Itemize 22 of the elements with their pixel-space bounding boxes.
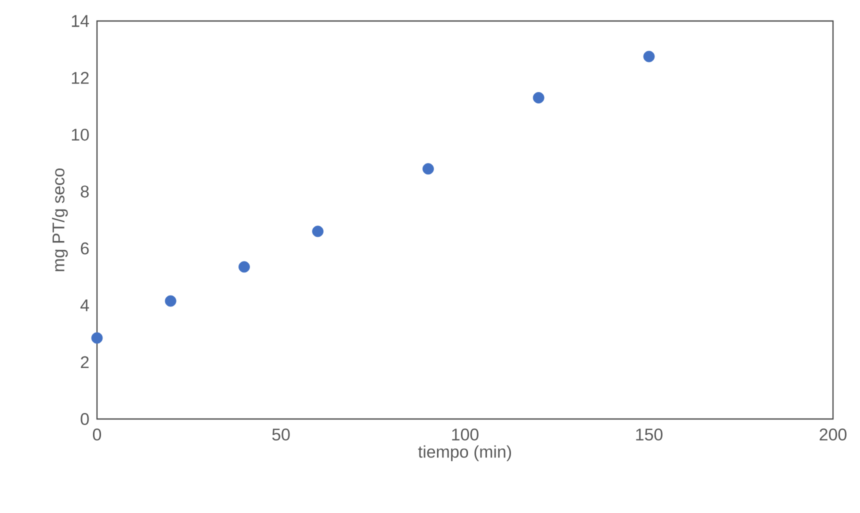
x-tick-label: 100 <box>452 428 478 441</box>
point <box>91 332 103 344</box>
x-tick-label: 0 <box>92 428 102 441</box>
y-tick-label: 4 <box>80 299 89 312</box>
y-axis-title: mg PT/g seco <box>52 168 68 272</box>
x-tick-label: 200 <box>820 428 846 441</box>
y-tick-label: 10 <box>72 128 89 141</box>
x-tick-label: 50 <box>272 428 290 441</box>
point <box>643 50 655 62</box>
point <box>164 295 176 307</box>
y-tick-label: 14 <box>72 15 89 27</box>
x-tick-label: 150 <box>636 428 662 441</box>
y-tick-label: 8 <box>80 186 89 198</box>
point <box>238 261 250 273</box>
y-tick-label: 12 <box>72 72 89 84</box>
point <box>422 163 434 175</box>
point <box>312 226 324 238</box>
y-tick-label: 0 <box>80 413 89 425</box>
point <box>532 92 544 104</box>
y-tick-label: 6 <box>80 242 89 254</box>
y-tick-label: 2 <box>80 356 89 368</box>
x-axis-title: tiempo (min) <box>418 445 511 462</box>
